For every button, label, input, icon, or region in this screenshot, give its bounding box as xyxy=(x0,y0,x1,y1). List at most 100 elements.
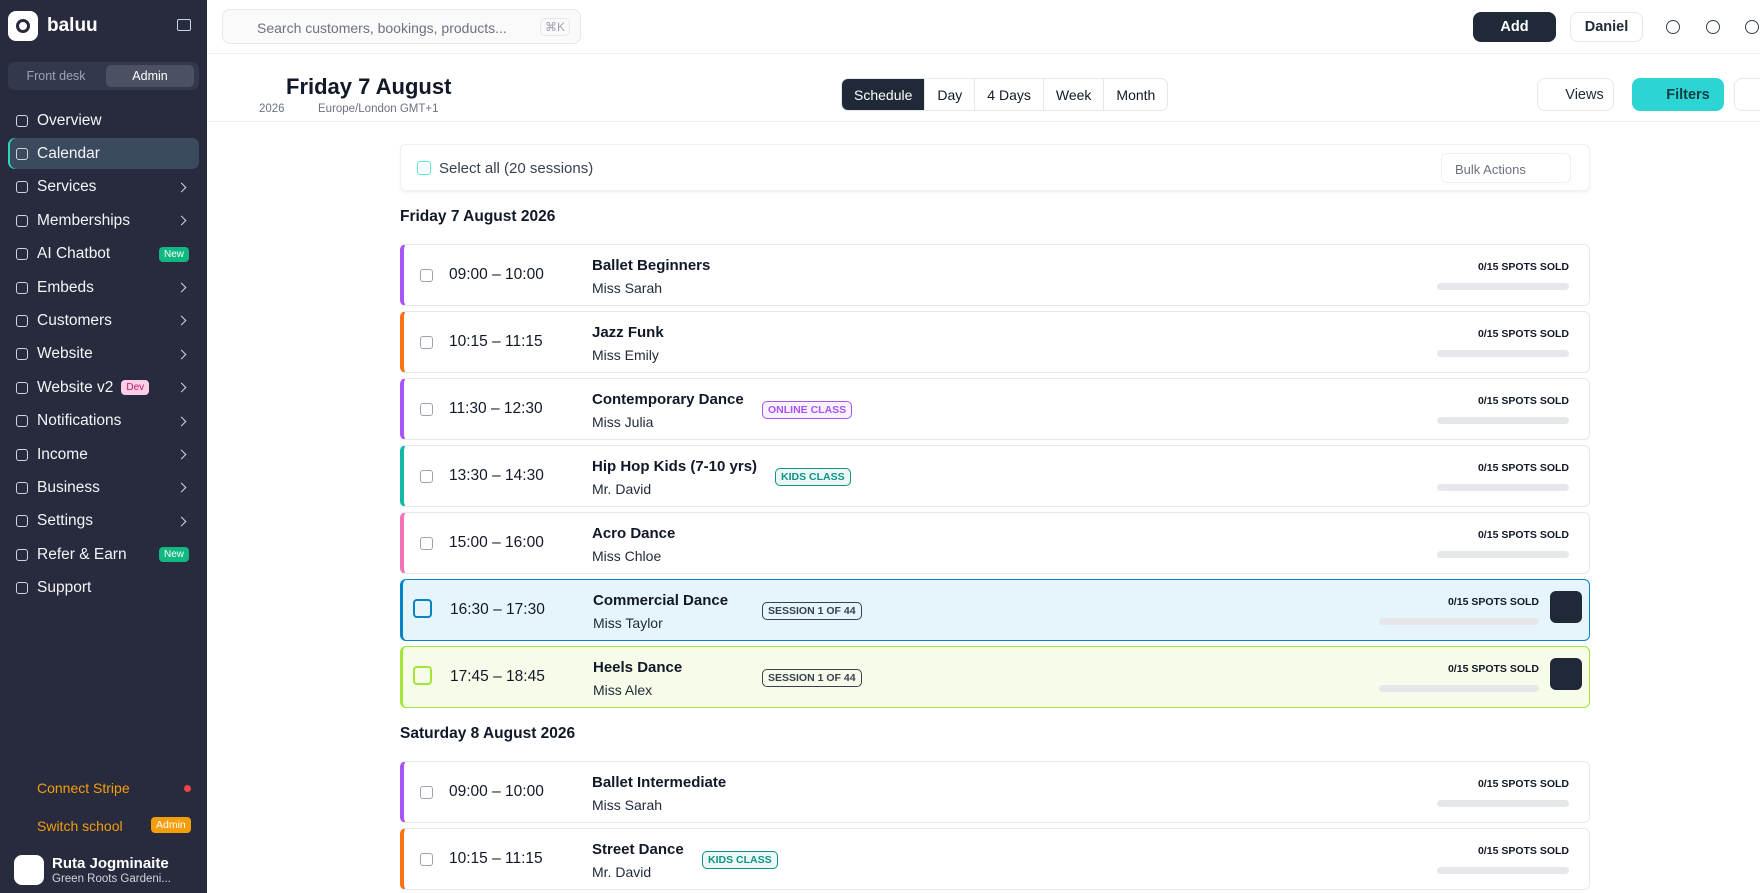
nav-item[interactable]: AI Chatbot New xyxy=(8,239,199,270)
session-icon xyxy=(420,470,433,483)
spots: 0/15 SPOTS SOLD xyxy=(1477,395,1569,407)
checkbox[interactable] xyxy=(413,666,432,685)
session-row[interactable]: 17:45 – 18:45 Heels Dance Miss Alex SESSION… xyxy=(400,646,1590,708)
nav-item[interactable]: Embeds xyxy=(8,272,199,303)
session-icon xyxy=(420,853,433,866)
view-tab[interactable]: Week xyxy=(1042,79,1104,110)
session-row[interactable]: 15:00 – 16:00 Acro Dance Miss Chloe 0/15 SP… xyxy=(400,512,1590,574)
nav-item[interactable]: Refer & Earn New xyxy=(8,539,199,570)
top-icon[interactable] xyxy=(1666,20,1680,34)
teacher: Mr. David xyxy=(592,481,652,497)
session-row[interactable]: 10:15 – 11:15 Street Dance Mr. David KIDS C… xyxy=(400,828,1590,890)
nav-label: Refer & Earn xyxy=(37,545,127,563)
prev[interactable] xyxy=(228,82,246,104)
class-name: Ballet Intermediate xyxy=(592,774,727,791)
class-name: Acro Dance xyxy=(592,525,676,542)
time: 13:30 – 14:30 xyxy=(449,467,544,484)
view-tab[interactable]: Day xyxy=(924,79,974,110)
view-tab[interactable]: 4 Days xyxy=(974,79,1043,110)
nav-icon xyxy=(16,314,28,327)
checkbox[interactable] xyxy=(417,161,431,175)
more-button[interactable] xyxy=(1550,591,1582,623)
spots: 0/15 SPOTS SOLD xyxy=(1477,462,1569,474)
nav-item[interactable]: Calendar xyxy=(8,138,199,170)
nav-item[interactable]: Overview xyxy=(8,105,199,136)
teacher: Miss Sarah xyxy=(592,280,663,296)
date-title: Friday 7 August xyxy=(286,74,452,99)
nav-icon xyxy=(16,415,28,428)
tab[interactable]: Admin xyxy=(106,65,194,87)
chevron xyxy=(176,449,187,460)
top-icon[interactable] xyxy=(1745,20,1759,34)
select-all[interactable]: Select all (20 sessions) xyxy=(439,160,594,177)
spots: 0/15 SPOTS SOLD xyxy=(1447,663,1539,675)
day-heading: Friday 7 August 2026 xyxy=(400,208,556,225)
capacity-bar xyxy=(1437,350,1569,357)
view-tab[interactable]: Schedule xyxy=(842,79,925,110)
nav-label: Embeds xyxy=(37,278,94,296)
nav-item[interactable]: Settings xyxy=(8,506,199,537)
bulk-actions[interactable]: Bulk Actions xyxy=(1441,153,1571,183)
user-button[interactable]: Daniel xyxy=(1570,12,1643,42)
nav-label: Income xyxy=(37,445,88,463)
nav-item[interactable]: Income xyxy=(8,439,199,470)
filters-button[interactable]: Filters xyxy=(1632,78,1724,111)
session-row[interactable]: 16:30 – 17:30 Commercial Dance Miss Taylor… xyxy=(400,579,1590,641)
spots: 0/15 SPOTS SOLD xyxy=(1447,596,1539,608)
nav-item[interactable]: Website xyxy=(8,339,199,370)
session-icon xyxy=(420,786,433,799)
capacity-bar xyxy=(1437,417,1569,424)
view-tab[interactable]: Month xyxy=(1103,79,1167,110)
nav-item[interactable]: Notifications xyxy=(8,406,199,437)
views-button[interactable]: Views xyxy=(1537,78,1614,111)
nav-icon xyxy=(16,114,28,127)
day-heading: Saturday 8 August 2026 xyxy=(400,725,576,742)
session-row[interactable]: 10:15 – 11:15 Jazz Funk Miss Emily 0/15 SPO… xyxy=(400,311,1590,373)
session-row[interactable]: 11:30 – 12:30 Contemporary Dance Miss Juli… xyxy=(400,378,1590,440)
add-button[interactable]: Add xyxy=(1473,12,1556,42)
session-row[interactable]: 09:00 – 10:00 Ballet Beginners Miss Sarah 0… xyxy=(400,244,1590,306)
tag: SESSION 1 OF 44 xyxy=(762,669,862,687)
nav-label: Notifications xyxy=(37,412,122,430)
settings-button[interactable] xyxy=(1734,78,1760,111)
user-org: Green Roots Gardeni... xyxy=(52,873,171,885)
teacher: Miss Chloe xyxy=(592,548,662,564)
badge: Dev xyxy=(121,380,150,396)
badge: Admin xyxy=(151,817,191,833)
teacher: Miss Alex xyxy=(593,682,653,698)
class-name: Ballet Beginners xyxy=(592,257,711,274)
nav-item[interactable]: Memberships xyxy=(8,205,199,236)
time: 17:45 – 18:45 xyxy=(450,668,545,685)
session-row[interactable]: 13:30 – 14:30 Hip Hop Kids (7-10 yrs) Mr. … xyxy=(400,445,1590,507)
tab[interactable]: Front desk xyxy=(26,69,86,83)
teacher: Miss Taylor xyxy=(593,615,663,631)
session-row[interactable]: 09:00 – 10:00 Ballet Intermediate Miss Sar… xyxy=(400,761,1590,823)
spots: 0/15 SPOTS SOLD xyxy=(1477,778,1569,790)
switch-school[interactable]: Switch school xyxy=(37,818,123,834)
nav-item[interactable]: Customers xyxy=(8,305,199,336)
nav-item[interactable]: Services xyxy=(8,172,199,203)
top-icon[interactable] xyxy=(1706,20,1720,34)
nav-item[interactable]: Website v2 Dev xyxy=(8,372,199,403)
connect-stripe[interactable]: Connect Stripe xyxy=(37,780,130,796)
year: 2026 xyxy=(259,103,285,115)
nav-icon xyxy=(16,481,28,494)
nav-item[interactable]: Support xyxy=(8,573,199,604)
nav-label: Customers xyxy=(37,311,112,329)
collapse-icon[interactable] xyxy=(177,19,191,31)
chevron xyxy=(176,315,187,326)
avatar xyxy=(14,855,44,885)
brand: baluu xyxy=(47,15,98,36)
capacity-bar xyxy=(1379,685,1539,692)
time: 10:15 – 11:15 xyxy=(449,850,543,867)
tag: SESSION 1 OF 44 xyxy=(762,602,862,620)
checkbox[interactable] xyxy=(413,599,432,618)
nav-item[interactable]: Business xyxy=(8,472,199,503)
search[interactable]: Search customers, bookings, products... ⌘… xyxy=(222,9,581,44)
more-button[interactable] xyxy=(1550,658,1582,690)
chevron xyxy=(176,482,187,493)
sidebar: baluu Front desk Admin Overview Calendar Ser… xyxy=(0,0,207,893)
nav-label: Services xyxy=(37,178,97,196)
nav-label: Support xyxy=(37,579,92,597)
